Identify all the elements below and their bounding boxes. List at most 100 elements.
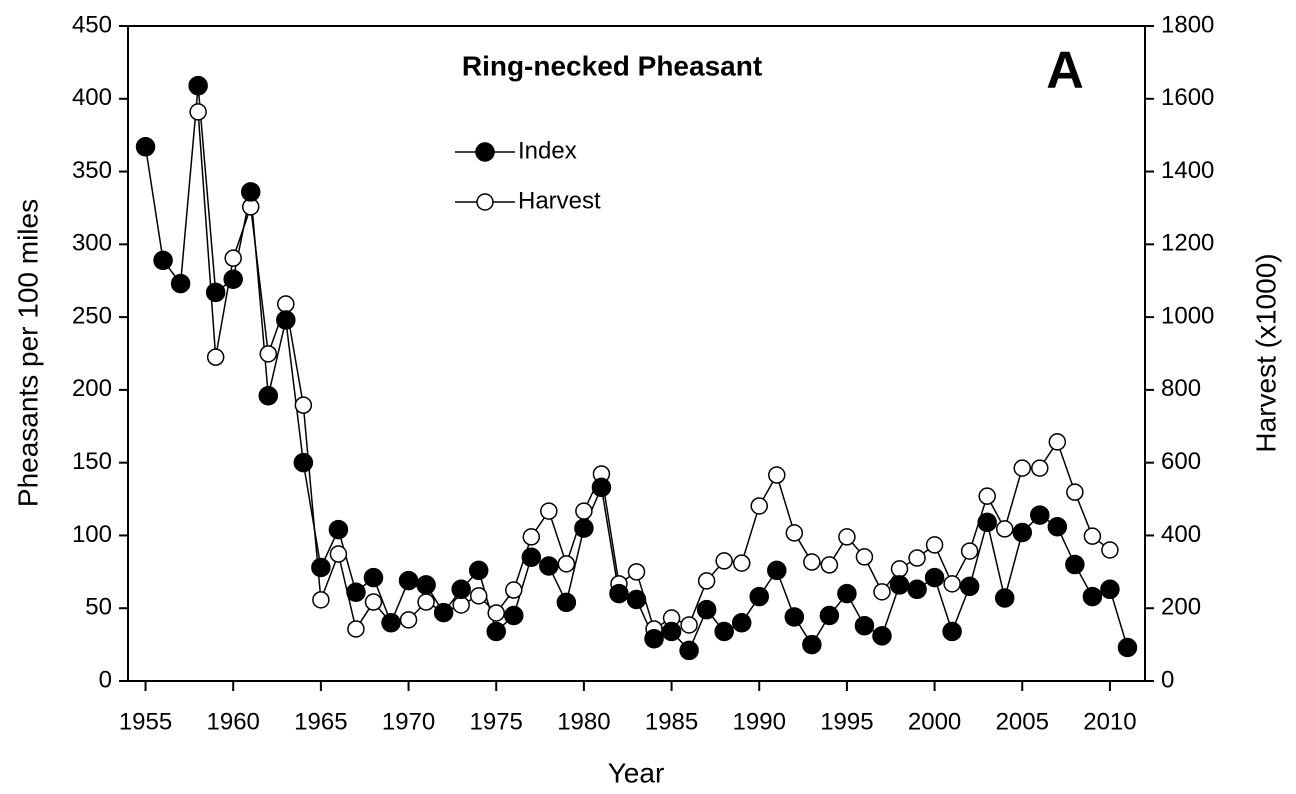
data-point <box>417 593 435 611</box>
data-point <box>487 604 505 622</box>
data-point <box>258 385 279 406</box>
data-point <box>837 583 857 604</box>
y-tick-label: 300 <box>72 230 112 257</box>
data-point <box>644 629 664 649</box>
y2-tick-label: 200 <box>1161 594 1201 621</box>
data-point <box>767 560 787 581</box>
x-tick-label: 1965 <box>294 708 347 735</box>
data-point <box>364 593 383 611</box>
data-point <box>1083 527 1102 545</box>
x-tick-label: 1980 <box>557 708 610 735</box>
y2-tick-label: 1800 <box>1161 11 1214 38</box>
data-point <box>890 560 909 578</box>
data-point <box>960 542 979 560</box>
data-point <box>416 575 436 595</box>
data-point <box>540 502 558 520</box>
data-point <box>451 579 471 600</box>
y-tick-label: 200 <box>72 375 112 402</box>
data-point <box>312 591 330 609</box>
data-point <box>995 520 1014 538</box>
data-point <box>153 250 173 271</box>
y-tick-label: 250 <box>72 302 112 329</box>
y2-tick-label: 1000 <box>1161 302 1214 329</box>
data-point <box>907 579 927 600</box>
y-tick-label: 450 <box>72 11 112 38</box>
data-point <box>223 269 243 290</box>
y2-tick-label: 800 <box>1161 375 1201 402</box>
data-point <box>522 528 541 546</box>
data-point <box>732 554 751 572</box>
y-tick-label: 400 <box>72 84 112 111</box>
data-point <box>855 548 874 566</box>
data-point <box>328 519 349 540</box>
data-point <box>1117 637 1138 658</box>
y2-axis-title: Harvest (x1000) <box>1250 253 1281 452</box>
data-point <box>872 626 892 646</box>
plot-frame <box>127 25 1146 682</box>
data-point <box>591 477 612 498</box>
data-point <box>539 556 559 576</box>
x-tick-label: 1975 <box>470 708 523 735</box>
y2-tick-label: 1400 <box>1161 157 1214 184</box>
data-point <box>977 512 997 533</box>
data-point <box>889 575 910 595</box>
chart-title: Ring-necked Pheasant <box>462 50 762 81</box>
data-point <box>819 605 840 626</box>
data-point <box>363 567 384 588</box>
data-point <box>259 345 278 363</box>
data-point <box>609 583 629 604</box>
data-point <box>277 295 295 313</box>
x-tick-label: 2010 <box>1083 708 1136 735</box>
data-point <box>854 615 875 636</box>
data-point <box>329 545 348 563</box>
data-point <box>731 613 752 633</box>
data-point <box>661 621 682 642</box>
data-point <box>575 502 593 520</box>
data-point <box>1100 579 1120 600</box>
data-point <box>627 563 646 581</box>
y2-tick-label: 1200 <box>1161 230 1214 257</box>
data-point <box>556 592 577 613</box>
data-point <box>399 611 418 629</box>
data-point <box>505 581 523 599</box>
data-point <box>873 583 891 601</box>
data-point <box>205 282 226 303</box>
data-point <box>626 589 647 610</box>
data-point <box>1012 522 1033 543</box>
data-point <box>1065 554 1085 575</box>
data-point <box>574 518 594 538</box>
data-point <box>1066 483 1084 501</box>
data-point <box>820 556 839 574</box>
data-point <box>557 555 576 573</box>
data-point <box>942 621 962 642</box>
data-point <box>925 536 944 554</box>
data-point <box>433 602 454 623</box>
data-point <box>943 575 961 593</box>
data-point <box>170 273 191 294</box>
y2-tick-label: 400 <box>1161 521 1201 548</box>
data-point <box>293 452 314 473</box>
data-point <box>346 582 366 602</box>
data-point <box>1030 505 1050 525</box>
data-point <box>240 182 261 202</box>
y2-tick-label: 600 <box>1161 448 1201 475</box>
data-point <box>469 587 488 605</box>
y-tick-label: 0 <box>99 666 112 693</box>
legend-marker <box>476 193 494 211</box>
data-point <box>715 552 733 570</box>
x-tick-label: 2005 <box>996 708 1049 735</box>
data-point <box>679 640 699 661</box>
data-point <box>908 549 926 567</box>
data-point <box>785 524 804 542</box>
data-point <box>750 497 768 515</box>
legend-label: Harvest <box>518 187 601 214</box>
data-point <box>697 572 716 590</box>
data-point <box>680 616 698 634</box>
x-tick-label: 1970 <box>382 708 435 735</box>
data-point <box>504 605 524 626</box>
data-point <box>188 75 208 96</box>
x-tick-label: 1990 <box>733 708 786 735</box>
x-tick-label: 1995 <box>820 708 873 735</box>
